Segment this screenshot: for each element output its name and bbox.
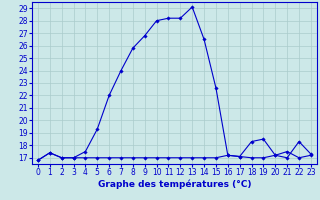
X-axis label: Graphe des températures (°C): Graphe des températures (°C) <box>98 180 251 189</box>
